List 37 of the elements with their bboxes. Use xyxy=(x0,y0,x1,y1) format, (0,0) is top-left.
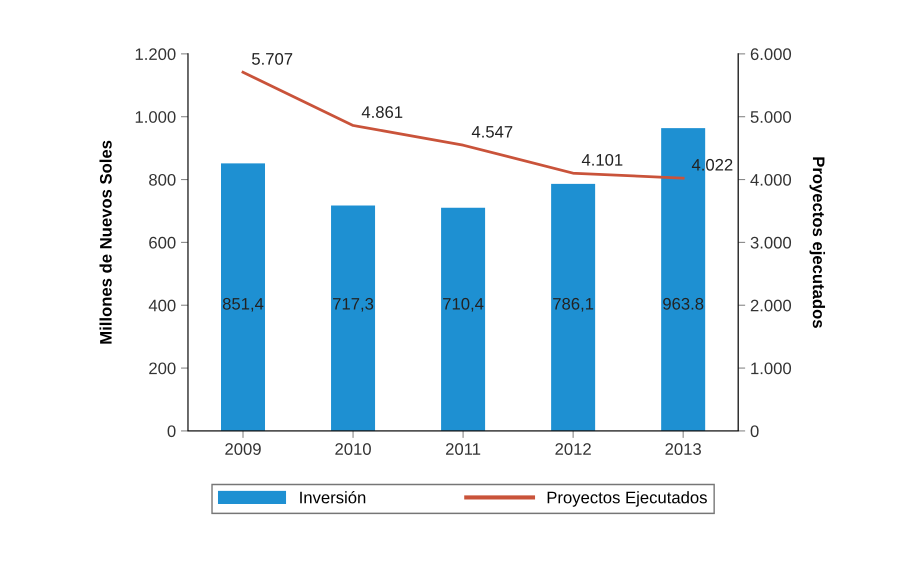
y-axis-title: Millones de Nuevos Soles xyxy=(99,140,112,344)
x-tick-label: 2009 xyxy=(225,443,261,455)
data-label: 786,1 xyxy=(553,298,594,312)
y-tick-label: 0 xyxy=(168,425,176,438)
y-tick-label: 1.200 xyxy=(136,48,176,60)
legend-label: Proyectos Ejecutados xyxy=(548,491,707,507)
y-tick-label: 400 xyxy=(148,300,176,312)
data-label: 5.707 xyxy=(252,53,292,65)
data-label: 4.861 xyxy=(362,106,402,118)
data-label: 851,4 xyxy=(222,298,264,312)
y-tick-label: 200 xyxy=(149,362,176,374)
data-label: 963.8 xyxy=(663,298,704,310)
x-tick-label: 2012 xyxy=(555,443,591,455)
y2-tick-label: 1.000 xyxy=(751,362,792,374)
x-tick-label: 2013 xyxy=(665,443,701,455)
y-tick-label: 600 xyxy=(149,236,176,249)
y2-axis-title: Proyectos ejecutados xyxy=(809,157,826,328)
y2-tick-label: 6.000 xyxy=(750,48,792,60)
legend-label: Inversión xyxy=(300,490,366,504)
bar xyxy=(551,184,596,431)
bar xyxy=(331,206,376,431)
y-tick-label: 800 xyxy=(149,174,176,186)
y2-tick-label: 4.000 xyxy=(750,174,792,186)
x-tick-label: 2010 xyxy=(335,443,371,455)
y2-tick-label: 0 xyxy=(750,425,759,438)
line-series xyxy=(242,70,685,180)
bar xyxy=(441,208,486,431)
data-label: 717,3 xyxy=(333,298,374,312)
data-label: 4.101 xyxy=(582,154,622,166)
y2-tick-label: 2.000 xyxy=(750,300,792,312)
x-tick-label: 2011 xyxy=(446,443,480,455)
y-tick-label: 1.000 xyxy=(136,111,176,123)
y2-tick-label: 5.000 xyxy=(750,111,792,123)
bar xyxy=(220,163,266,431)
data-label: 710,4 xyxy=(443,298,484,312)
data-label: 4.547 xyxy=(472,126,512,138)
y2-tick-label: 3.000 xyxy=(750,236,792,249)
